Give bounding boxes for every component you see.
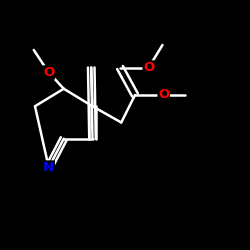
Text: N: N [43,161,54,174]
Text: O: O [158,88,170,102]
Text: O: O [143,61,154,74]
Text: O: O [43,66,54,79]
